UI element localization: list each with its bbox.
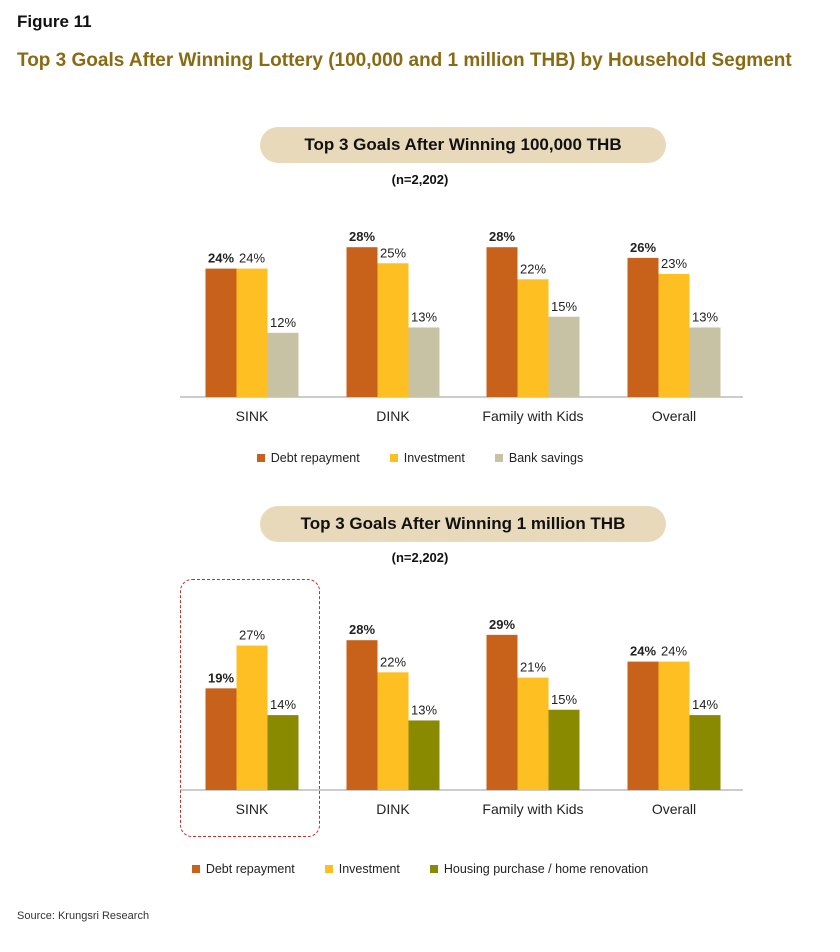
bar-family-with-kids-series-1: [517, 279, 549, 397]
data-label: 22%: [380, 654, 406, 669]
legend-item: Debt repayment: [256, 451, 360, 465]
bar-sink-series-0: [205, 268, 237, 397]
chart2-title-pill: Top 3 Goals After Winning 1 million THB: [260, 506, 666, 542]
data-label: 26%: [630, 240, 656, 255]
category-label: SINK: [236, 801, 269, 817]
bar-dink-series-2: [408, 327, 440, 397]
bar-family-with-kids-series-2: [548, 316, 580, 397]
sink-highlight-box: [180, 579, 320, 837]
chart2-sample-size: (n=2,202): [391, 550, 449, 565]
data-label: 13%: [411, 702, 437, 717]
bar-overall-series-1: [658, 273, 690, 397]
data-label: 19%: [208, 670, 234, 685]
data-label: 24%: [239, 251, 265, 266]
category-label: Family with Kids: [482, 801, 583, 817]
data-label: 23%: [661, 256, 687, 271]
category-label: DINK: [376, 801, 410, 817]
data-label: 12%: [270, 315, 296, 330]
legend-swatch: [429, 865, 438, 873]
data-label: 28%: [349, 622, 375, 637]
data-label: 14%: [692, 697, 718, 712]
bar-sink-series-2: [267, 332, 299, 397]
bar-dink-series-1: [377, 263, 409, 397]
bar-overall-series-0: [627, 661, 659, 790]
category-label: Family with Kids: [482, 408, 583, 424]
data-label: 21%: [520, 660, 546, 675]
data-label: 24%: [630, 644, 656, 659]
legend-label: Debt repayment: [205, 862, 295, 876]
legend-item: Bank savings: [494, 451, 584, 465]
chart2-bar-chart: 19% 27% 14% SINK 28% 22% 13% DINK 29% 21% 15% Famil…: [180, 617, 743, 817]
bar-overall-series-0: [627, 257, 659, 397]
bar-sink-series-1: [236, 645, 268, 790]
legend-swatch: [389, 454, 398, 462]
legend-swatch: [256, 454, 265, 462]
data-label: 28%: [349, 229, 375, 244]
data-label: 24%: [661, 644, 687, 659]
chart2-legend: Debt repayment Investment Housing purchase…: [0, 862, 840, 876]
category-label: Overall: [652, 408, 696, 424]
bar-sink-series-2: [267, 715, 299, 790]
figure-title: Top 3 Goals After Winning Lottery (100,0…: [17, 50, 792, 71]
legend-item: Housing purchase / home renovation: [429, 862, 649, 876]
legend-label: Housing purchase / home renovation: [443, 862, 649, 876]
data-label: 14%: [270, 697, 296, 712]
bar-family-with-kids-series-1: [517, 677, 549, 790]
category-label: DINK: [376, 408, 410, 424]
legend-label: Debt repayment: [270, 451, 360, 465]
category-label: Overall: [652, 801, 696, 817]
data-label: 15%: [551, 299, 577, 314]
chart1-legend: Debt repayment Investment Bank savings: [0, 451, 840, 465]
bar-dink-series-0: [346, 247, 378, 397]
legend-label: Bank savings: [508, 451, 584, 465]
legend-label: Investment: [403, 451, 465, 465]
bar-overall-series-1: [658, 661, 690, 790]
chart1-sample-size: (n=2,202): [391, 172, 449, 187]
legend-swatch: [494, 454, 503, 462]
category-label: SINK: [236, 408, 269, 424]
bar-dink-series-1: [377, 672, 409, 790]
bar-family-with-kids-series-0: [486, 247, 518, 397]
bar-overall-series-2: [689, 715, 721, 790]
chart1-title-pill: Top 3 Goals After Winning 100,000 THB: [260, 127, 666, 163]
bar-sink-series-1: [236, 268, 268, 397]
bar-family-with-kids-series-0: [486, 634, 518, 790]
figure-label: Figure 11: [17, 12, 92, 31]
data-label: 25%: [380, 245, 406, 260]
data-label: 15%: [551, 692, 577, 707]
bar-overall-series-2: [689, 327, 721, 397]
data-label: 24%: [208, 251, 234, 266]
bar-dink-series-0: [346, 640, 378, 790]
legend-item: Investment: [389, 451, 465, 465]
data-label: 27%: [239, 628, 265, 643]
data-label: 28%: [489, 229, 515, 244]
data-label: 29%: [489, 617, 515, 632]
chart1-bar-chart: 24% 24% 12% SINK 28% 25% 13% DINK 28% 22% 15% Famil…: [180, 229, 743, 424]
legend-swatch: [191, 865, 200, 873]
data-label: 22%: [520, 261, 546, 276]
bar-family-with-kids-series-2: [548, 709, 580, 790]
bar-sink-series-0: [205, 688, 237, 790]
bar-dink-series-2: [408, 720, 440, 790]
source-note: Source: Krungsri Research: [17, 910, 150, 922]
legend-item: Investment: [324, 862, 400, 876]
data-label: 13%: [411, 309, 437, 324]
legend-item: Debt repayment: [191, 862, 295, 876]
data-label: 13%: [692, 309, 718, 324]
legend-swatch: [324, 865, 333, 873]
legend-label: Investment: [338, 862, 400, 876]
